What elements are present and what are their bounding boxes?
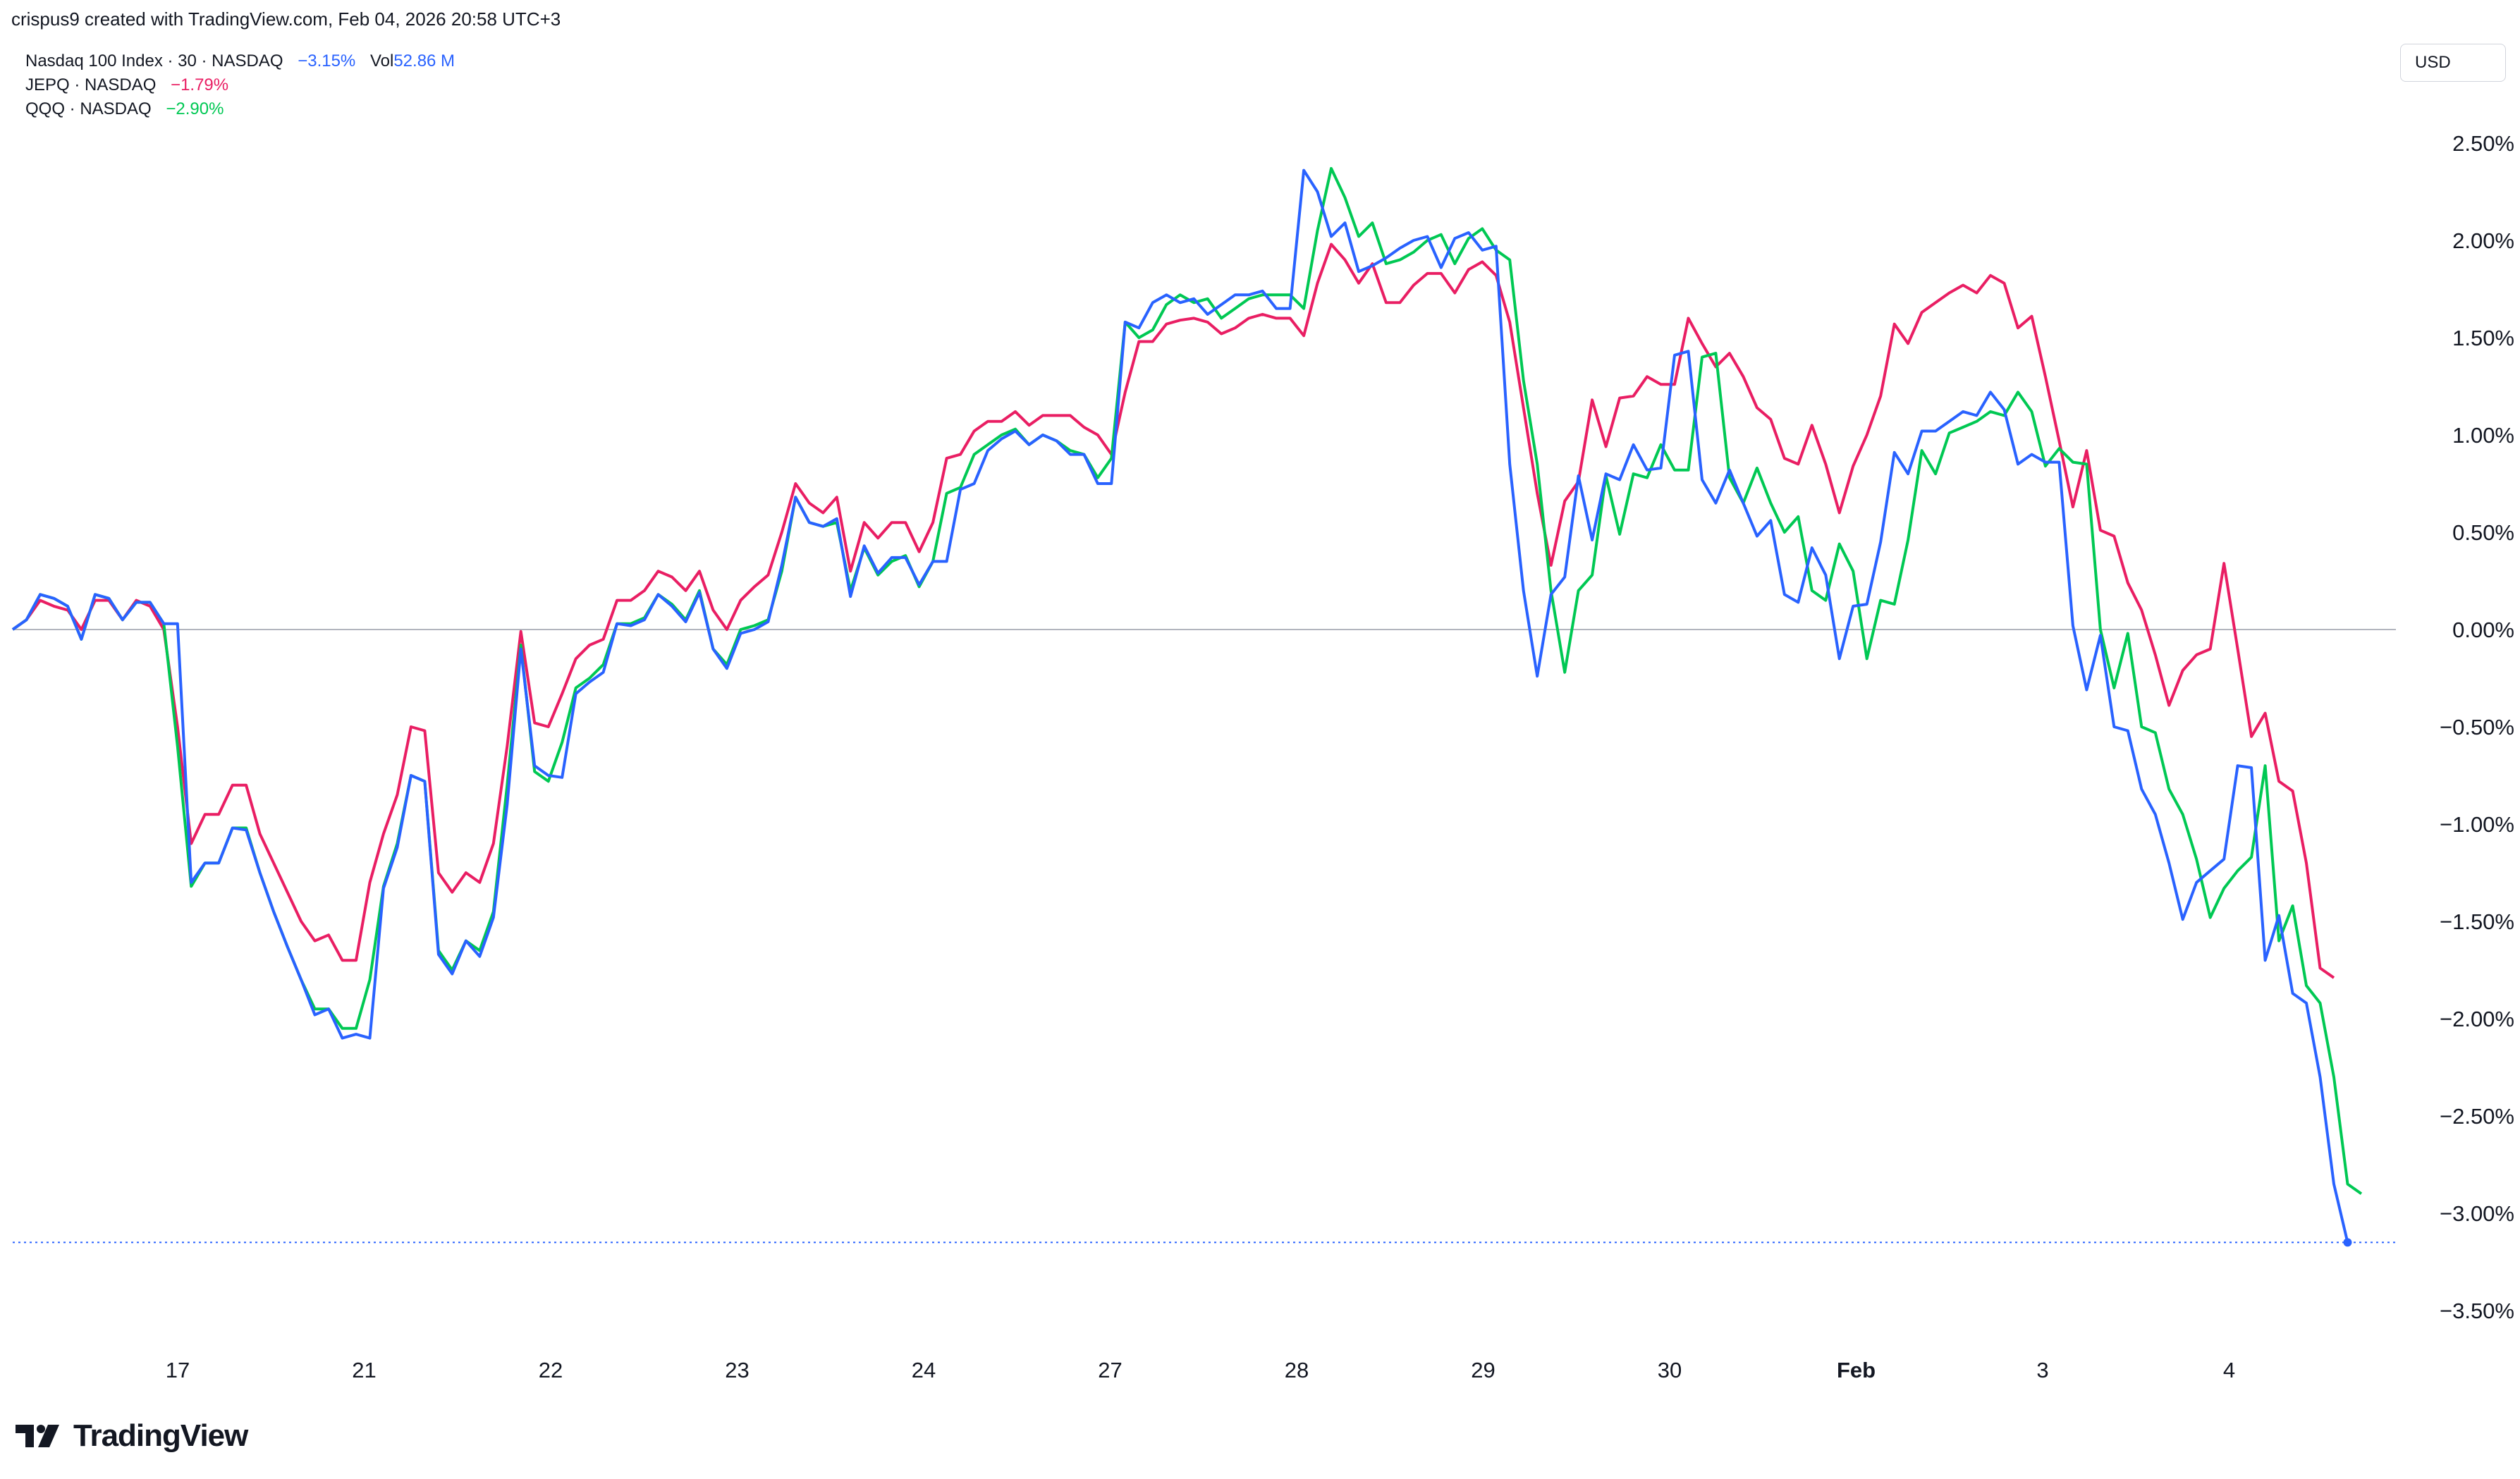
series-line-0[interactable] (11, 243, 2335, 979)
x-tick-label: 17 (166, 1358, 190, 1382)
legend-change: −2.90% (166, 99, 224, 118)
y-tick-label: −1.50% (2440, 909, 2514, 934)
legend-row-qqq[interactable]: QQQ · NASDAQ −2.90% (25, 97, 455, 121)
series-line-1[interactable] (11, 166, 2363, 1196)
legend-change: −3.15% (298, 51, 356, 70)
y-tick-label: 1.00% (2452, 423, 2514, 448)
x-tick-label: 27 (1098, 1358, 1122, 1382)
legend-row-jepq[interactable]: JEPQ · NASDAQ −1.79% (25, 73, 455, 97)
last-value-marker (2343, 1238, 2352, 1247)
y-tick-label: −2.00% (2440, 1007, 2514, 1031)
x-tick-label: 22 (539, 1358, 563, 1382)
x-tick-label: 21 (352, 1358, 376, 1382)
series-layer (11, 166, 2363, 1247)
currency-button[interactable]: USD (2400, 44, 2506, 82)
x-tick-label: 30 (1658, 1358, 1682, 1382)
y-tick-label: 2.00% (2452, 228, 2514, 253)
y-tick-label: 1.50% (2452, 326, 2514, 350)
legend-symbol: Nasdaq 100 Index · 30 · NASDAQ (25, 51, 283, 70)
tradingview-logo-icon (16, 1425, 59, 1447)
legend-row-ndx[interactable]: Nasdaq 100 Index · 30 · NASDAQ −3.15% Vo… (25, 49, 455, 73)
y-tick-label: −2.50% (2440, 1104, 2514, 1129)
y-tick-label: 0.00% (2452, 618, 2514, 642)
price-axis[interactable]: 2.50% 2.00% 1.50% 1.00% 0.50% 0.00% −0.50% −1.0… (2440, 131, 2514, 1323)
y-tick-label: −1.00% (2440, 812, 2514, 837)
legend-symbol: JEPQ · NASDAQ (25, 75, 157, 94)
time-axis[interactable]: 17 21 22 23 24 27 28 29 30 Feb 3 4 (166, 1358, 2235, 1382)
tradingview-brand[interactable]: TradingView (16, 1418, 248, 1454)
y-tick-label: −0.50% (2440, 715, 2514, 740)
x-tick-label: 3 (2036, 1358, 2048, 1382)
y-tick-label: 0.50% (2452, 520, 2514, 545)
series-line-2[interactable] (11, 168, 2349, 1243)
legend-change: −1.79% (171, 75, 229, 94)
y-tick-label: −3.00% (2440, 1201, 2514, 1226)
brand-name: TradingView (73, 1418, 248, 1453)
x-tick-label: 4 (2223, 1358, 2235, 1382)
x-tick-label: 23 (725, 1358, 749, 1382)
legend-vol-value: 52.86 M (393, 51, 455, 70)
x-tick-label: 28 (1285, 1358, 1309, 1382)
series-legend: Nasdaq 100 Index · 30 · NASDAQ −3.15% Vo… (25, 49, 455, 121)
y-tick-label: 2.50% (2452, 131, 2514, 156)
x-tick-label: 29 (1471, 1358, 1495, 1382)
legend-symbol: QQQ · NASDAQ (25, 99, 152, 118)
y-tick-label: −3.50% (2440, 1299, 2514, 1323)
x-tick-label: Feb (1837, 1358, 1876, 1382)
x-tick-label: 24 (912, 1358, 936, 1382)
legend-vol-label: Vol (369, 51, 394, 70)
created-by-header: crispus9 created with TradingView.com, F… (11, 8, 561, 30)
